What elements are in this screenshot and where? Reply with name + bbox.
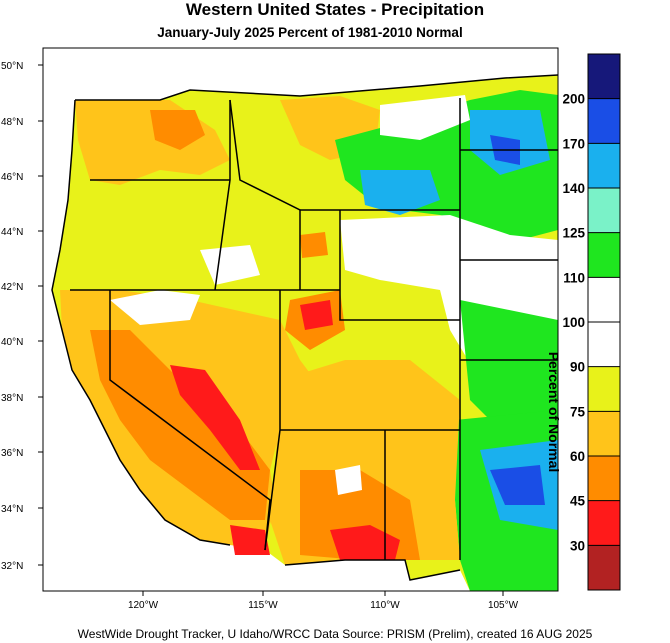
pacific-coastline [51,99,231,546]
colorbar-swatch [588,143,620,188]
colorbar-swatch [588,322,620,367]
southwest-deficit-zone [90,330,270,520]
lat-label-32: 32°N [1,561,23,572]
idaho-normal-patch [200,245,260,285]
nevada-normal-patch [110,290,200,325]
longitude-ticks: 120°W 115°W 110°W 105°W [128,591,519,611]
lon-label-115: 115°W [248,600,278,611]
colorbar-tick-label: 125 [562,226,585,241]
colorbar-label: Percent of Normal [546,351,562,473]
wyoming-dry-patch [300,232,328,258]
utah-extreme-dry-zone [300,300,333,330]
lon-label-105: 105°W [488,600,519,611]
lat-label-48: 48°N [1,117,23,128]
colorbar-tick-label: 170 [562,136,585,151]
lat-label-42: 42°N [1,282,23,293]
lat-label-46: 46°N [1,172,23,183]
arizona-normal-patch [335,465,362,495]
precipitation-field [52,75,558,591]
colorbar-swatch [588,98,620,144]
state-borders [51,74,558,581]
colorbar-swatch [588,277,620,322]
colorbar-swatch [588,545,620,590]
colorbar-swatch [588,500,620,546]
map-frame [42,47,559,592]
colorbar-swatch [588,188,620,233]
canada-border [75,74,558,101]
colorbar-tick-label: 100 [562,315,585,330]
colorbar-tick-label: 45 [570,494,586,509]
lat-label-40: 40°N [1,337,23,348]
map-subtitle: January-July 2025 Percent of 1981-2010 N… [157,25,463,40]
lon-label-110: 110°W [370,600,400,611]
lat-label-36: 36°N [1,448,23,459]
lon-label-120: 120°W [128,600,159,611]
nw-deficit-zone [150,110,205,150]
colorbar-tick-label: 200 [562,92,585,107]
lat-label-50: 50°N [1,61,23,72]
colorbar-tick-label: 140 [562,181,585,196]
lat-label-38: 38°N [1,393,23,404]
lat-label-34: 34°N [1,504,23,515]
colorbar-tick-label: 90 [570,360,585,375]
id-west-border [214,100,231,291]
kansas-wet-zone [460,300,558,430]
plains-normal-zone-north [380,95,470,140]
colorbar-swatch [588,54,620,99]
id-mt-border [229,99,301,290]
texas-very-wet-zone [490,465,545,505]
mexico-border [284,559,461,581]
wy-co-border [339,210,460,321]
colorbar-swatch [588,411,620,456]
map-footer: WestWide Drought Tracker, U Idaho/WRCC D… [77,627,593,641]
colorbar-tick-label: 110 [563,270,585,285]
montana-wet-zone [360,170,440,215]
colorbar: 200 170 140 125 110 100 90 75 60 45 30 [562,53,621,591]
colorbar-swatch [588,366,620,412]
colorbar-swatch [588,232,620,278]
mojave-extreme-dry-zone [170,365,260,470]
southern-arizona-extreme-zone [330,525,400,560]
colorbar-swatch [588,456,620,501]
colorbar-tick-label: 60 [570,449,585,464]
imperial-valley-extreme-zone [230,525,270,555]
lat-label-44: 44°N [1,227,23,238]
map-title: Western United States - Precipitation [185,0,485,19]
colorbar-tick-label: 30 [570,538,585,553]
latitude-ticks: 50°N 48°N 46°N 44°N 42°N 40°N 38°N 36°N … [1,61,43,572]
colorbar-tick-label: 75 [570,404,586,419]
